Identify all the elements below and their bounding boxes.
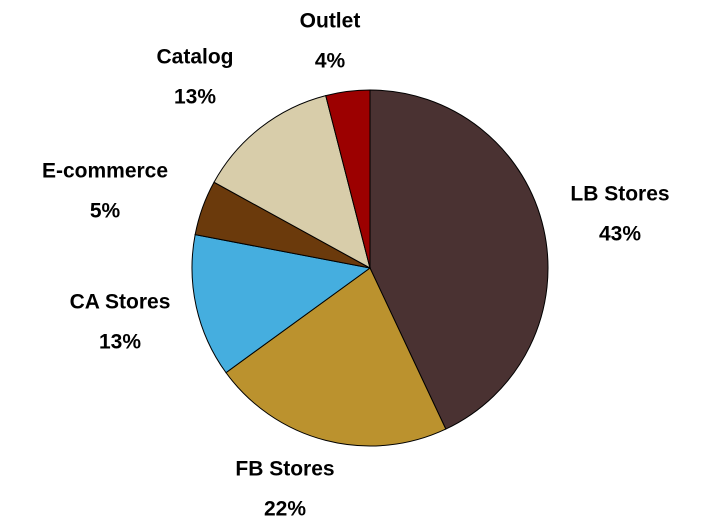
slice-value-label: 5% xyxy=(90,200,121,223)
slice-value-label: 13% xyxy=(99,331,141,354)
pie-slice xyxy=(325,89,371,269)
pie-slice xyxy=(191,234,372,374)
slice-label: Catalog xyxy=(156,46,233,69)
pie-slice xyxy=(213,94,371,269)
slice-label: FB Stores xyxy=(235,458,334,481)
slice-value-label: 13% xyxy=(174,86,216,109)
slice-value-label: 43% xyxy=(599,223,641,246)
slice-label: LB Stores xyxy=(570,183,669,206)
slice-label: CA Stores xyxy=(70,291,171,314)
pie-slice xyxy=(369,89,549,430)
pie-slice xyxy=(225,267,447,447)
slice-value-label: 4% xyxy=(315,50,346,73)
slice-label: Outlet xyxy=(300,10,361,33)
slice-value-label: 22% xyxy=(264,498,306,521)
slice-label: E-commerce xyxy=(42,160,168,183)
